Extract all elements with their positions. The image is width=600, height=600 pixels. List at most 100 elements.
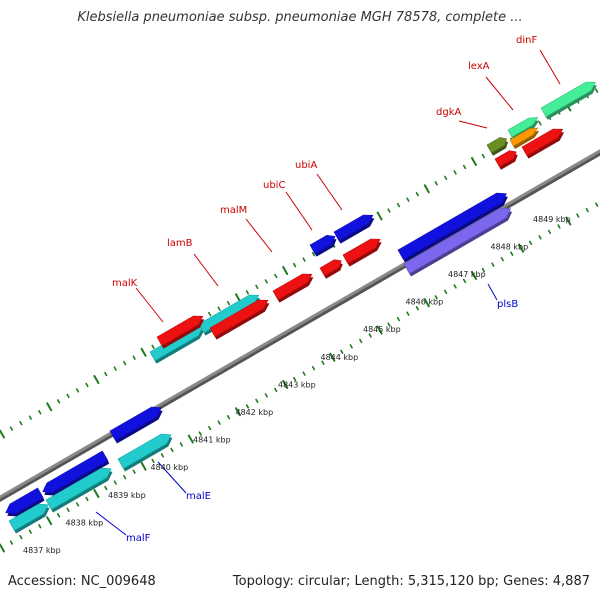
major-tick [234, 293, 241, 303]
malM-gene [156, 315, 204, 347]
malM-gene-2 [209, 299, 269, 338]
minor-tick [113, 480, 117, 485]
leader-line [245, 218, 273, 253]
minor-tick [510, 251, 514, 256]
dinF-gene [540, 81, 596, 118]
minor-tick [274, 387, 278, 393]
gene-label[interactable]: malM [220, 205, 247, 216]
dgkA-gene-red [494, 150, 517, 168]
minor-tick [481, 153, 486, 159]
major-tick [140, 347, 147, 357]
minor-tick [75, 388, 80, 393]
minor-tick [349, 344, 353, 349]
major-tick [423, 298, 430, 308]
ubiA-gene-red-2 [342, 238, 381, 265]
leader-line [458, 120, 488, 129]
major-tick [565, 216, 572, 226]
gene-label[interactable]: dgkA [436, 107, 461, 118]
minor-tick [264, 279, 268, 284]
kbp-label: 4844 kbp [321, 353, 359, 362]
gene-label[interactable]: malF [126, 533, 151, 544]
minor-tick [321, 360, 325, 365]
minor-tick [208, 311, 212, 317]
minor-tick [311, 365, 316, 371]
minor-tick [595, 202, 599, 207]
major-tick [423, 184, 430, 194]
minor-tick [170, 447, 174, 453]
kbp-label: 4842 kbp [236, 408, 274, 417]
minor-tick [264, 393, 268, 398]
chromosome-backbone [0, 149, 600, 503]
malE-gene-3 [109, 406, 162, 441]
map-title: Klebsiella pneumoniae subsp. pneumoniae … [77, 10, 523, 25]
major-tick [93, 489, 100, 498]
major-tick [518, 243, 525, 253]
minor-tick [538, 121, 542, 126]
gene-label[interactable]: plsB [497, 299, 518, 310]
minor-tick [57, 513, 61, 518]
minor-tick [38, 410, 42, 415]
lexA-gene-orange [509, 127, 539, 147]
minor-tick [245, 404, 250, 409]
minor-tick [444, 175, 448, 181]
gene-label[interactable]: lexA [468, 61, 490, 72]
minor-tick [9, 540, 14, 545]
minor-tick [255, 284, 259, 290]
kbp-label: 4837 kbp [23, 546, 61, 555]
minor-tick [19, 420, 23, 426]
gene-label[interactable]: ubiA [295, 160, 317, 171]
major-tick [93, 375, 100, 384]
gene-features[interactable] [5, 81, 597, 534]
kbp-label: 4846 kbp [406, 298, 444, 307]
major-tick [0, 543, 5, 553]
backbone-line [0, 149, 600, 499]
minor-tick [453, 170, 457, 175]
lower-tick-track [0, 202, 599, 553]
gene-labels[interactable]: malK lamB malM ubiC ubiA dgkA lexA dinF plsB malE… [112, 35, 537, 544]
kbp-scale-labels: 4837 kbp 4838 kbp 4839 kbp 4840 kbp 4841 kbp… [23, 215, 571, 555]
minor-tick [38, 524, 42, 529]
lamB-gene [198, 294, 260, 334]
minor-tick [557, 224, 561, 229]
ubiA-gene-blue [333, 214, 374, 242]
minor-tick [387, 208, 391, 213]
kbp-label: 4840 kbp [151, 463, 189, 472]
minor-tick [226, 415, 231, 420]
minor-tick [66, 393, 70, 399]
minor-tick [160, 453, 165, 458]
gene-label[interactable]: lamB [167, 238, 193, 249]
minor-tick [368, 333, 372, 338]
major-tick [234, 407, 241, 417]
minor-tick [302, 371, 306, 376]
minor-tick [434, 181, 438, 186]
minor-tick [585, 207, 589, 213]
minor-tick [293, 376, 297, 382]
minor-tick [19, 534, 23, 540]
kbp-label: 4849 kbp [533, 215, 571, 224]
gene-label[interactable]: ubiC [263, 180, 285, 191]
minor-tick [359, 338, 363, 344]
label-leader-lines [95, 49, 561, 536]
minor-tick [245, 290, 250, 295]
minor-tick [491, 262, 495, 267]
minor-tick [500, 256, 504, 262]
minor-tick [444, 289, 448, 295]
major-tick [376, 325, 383, 335]
minor-tick [75, 502, 80, 507]
major-tick [329, 352, 336, 362]
minor-tick [274, 273, 278, 279]
minor-tick [132, 355, 136, 360]
minor-tick [462, 164, 467, 170]
ubiC-gene [272, 273, 313, 301]
malF-gene-2 [45, 467, 112, 510]
minor-tick [85, 382, 89, 388]
gene-label[interactable]: dinF [516, 35, 537, 46]
gene-label[interactable]: malK [112, 278, 138, 289]
minor-tick [293, 262, 297, 268]
minor-tick [66, 507, 70, 513]
ubiC-gene-blue [309, 234, 336, 255]
plsB-gene [397, 192, 507, 260]
gene-label[interactable]: malE [186, 491, 211, 502]
major-tick [376, 211, 383, 221]
